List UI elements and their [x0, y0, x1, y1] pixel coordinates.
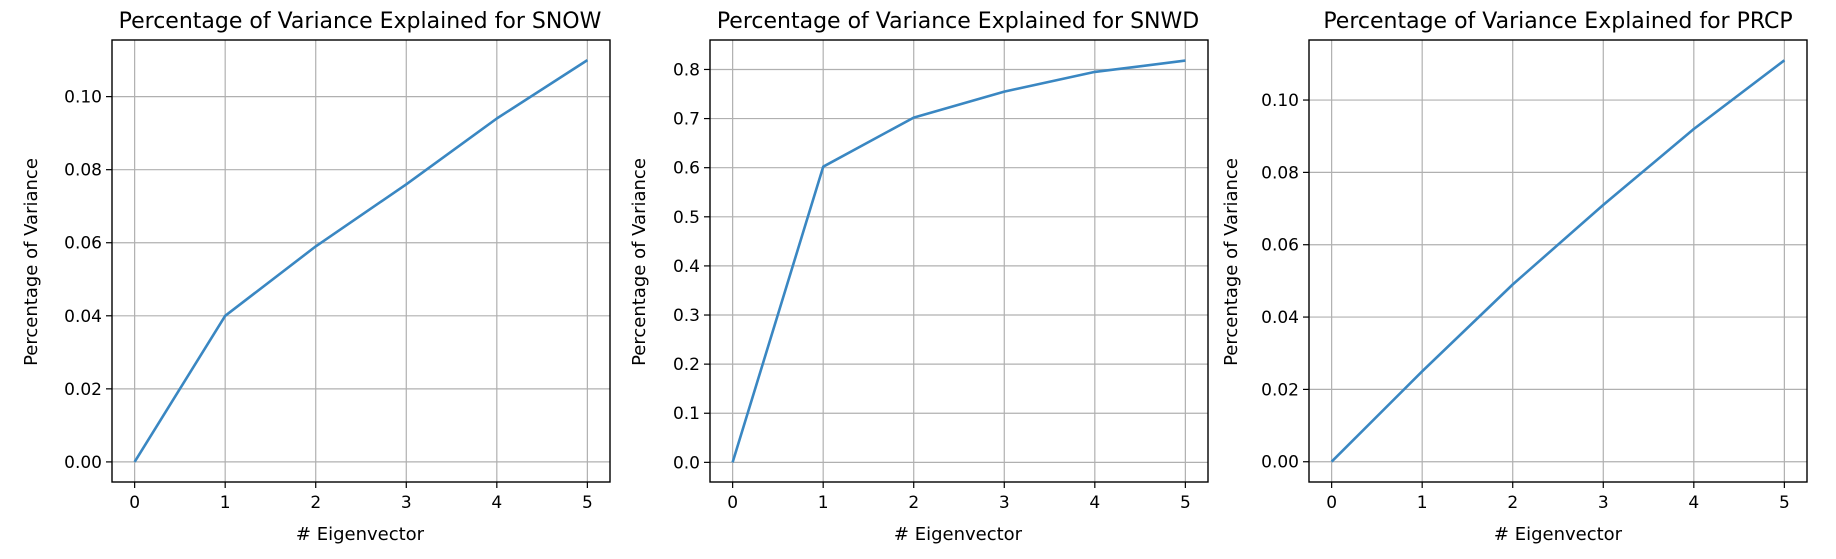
- x-axis-label: # Eigenvector: [1494, 524, 1623, 545]
- x-tick-label: 3: [1598, 493, 1609, 513]
- y-tick-label: 0.08: [1261, 163, 1299, 183]
- chart-snow: Percentage of Variance Explained for SNO…: [21, 9, 611, 545]
- y-tick-label: 0.02: [64, 380, 102, 400]
- series-line: [731, 59, 1186, 463]
- y-axis-label: Percentage of Variance: [1221, 158, 1242, 366]
- y-tick-label: 0.8: [673, 60, 700, 80]
- x-tick-label: 4: [491, 493, 502, 513]
- y-tick-label: 0.04: [1261, 308, 1299, 328]
- x-tick-label: 5: [582, 493, 593, 513]
- x-axis-label: # Eigenvector: [894, 524, 1023, 545]
- x-tick-label: 0: [1326, 493, 1337, 513]
- plot-frame: [1308, 39, 1808, 483]
- y-axis-label: Percentage of Variance: [629, 158, 650, 366]
- chart-title: Percentage of Variance Explained for SNW…: [717, 9, 1199, 34]
- x-tick-label: 4: [1688, 493, 1699, 513]
- x-axis-label: # Eigenvector: [296, 524, 425, 545]
- x-tick-label: 4: [1089, 493, 1100, 513]
- plot-frame: [111, 39, 611, 483]
- y-tick-label: 0.00: [64, 453, 102, 473]
- y-tick-label: 0.0: [673, 453, 700, 473]
- y-tick-label: 0.06: [1261, 236, 1299, 256]
- y-tick-label: 0.4: [673, 257, 700, 277]
- y-tick-label: 0.06: [64, 234, 102, 254]
- series-line: [1330, 59, 1786, 463]
- y-axis-label: Percentage of Variance: [21, 158, 42, 366]
- y-tick-label: 0.6: [673, 159, 700, 179]
- y-tick-label: 0.00: [1261, 453, 1299, 473]
- x-tick-label: 5: [1180, 493, 1191, 513]
- y-tick-label: 0.10: [1261, 91, 1299, 111]
- y-tick-label: 0.5: [673, 208, 700, 228]
- x-tick-label: 1: [818, 493, 829, 513]
- y-tick-label: 0.02: [1261, 380, 1299, 400]
- chart-title: Percentage of Variance Explained for PRC…: [1323, 9, 1792, 34]
- chart-title: Percentage of Variance Explained for SNO…: [119, 9, 602, 34]
- y-tick-label: 0.3: [673, 306, 700, 326]
- x-tick-label: 1: [220, 493, 231, 513]
- x-tick-label: 0: [129, 493, 140, 513]
- x-tick-label: 1: [1417, 493, 1428, 513]
- y-tick-label: 0.04: [64, 307, 102, 327]
- x-tick-label: 2: [908, 493, 919, 513]
- chart-prcp: Percentage of Variance Explained for PRC…: [1221, 9, 1808, 545]
- x-tick-label: 3: [401, 493, 412, 513]
- chart-snwd: Percentage of Variance Explained for SNW…: [629, 9, 1209, 545]
- x-tick-label: 2: [1507, 493, 1518, 513]
- y-tick-label: 0.7: [673, 110, 700, 130]
- y-tick-label: 0.2: [673, 355, 700, 375]
- y-tick-label: 0.08: [64, 161, 102, 181]
- y-tick-label: 0.1: [673, 404, 700, 424]
- series-line: [133, 59, 589, 463]
- x-tick-label: 0: [727, 493, 738, 513]
- x-tick-label: 3: [999, 493, 1010, 513]
- y-tick-label: 0.10: [64, 88, 102, 108]
- plot-frame: [709, 39, 1209, 483]
- x-tick-label: 5: [1779, 493, 1790, 513]
- x-tick-label: 2: [310, 493, 321, 513]
